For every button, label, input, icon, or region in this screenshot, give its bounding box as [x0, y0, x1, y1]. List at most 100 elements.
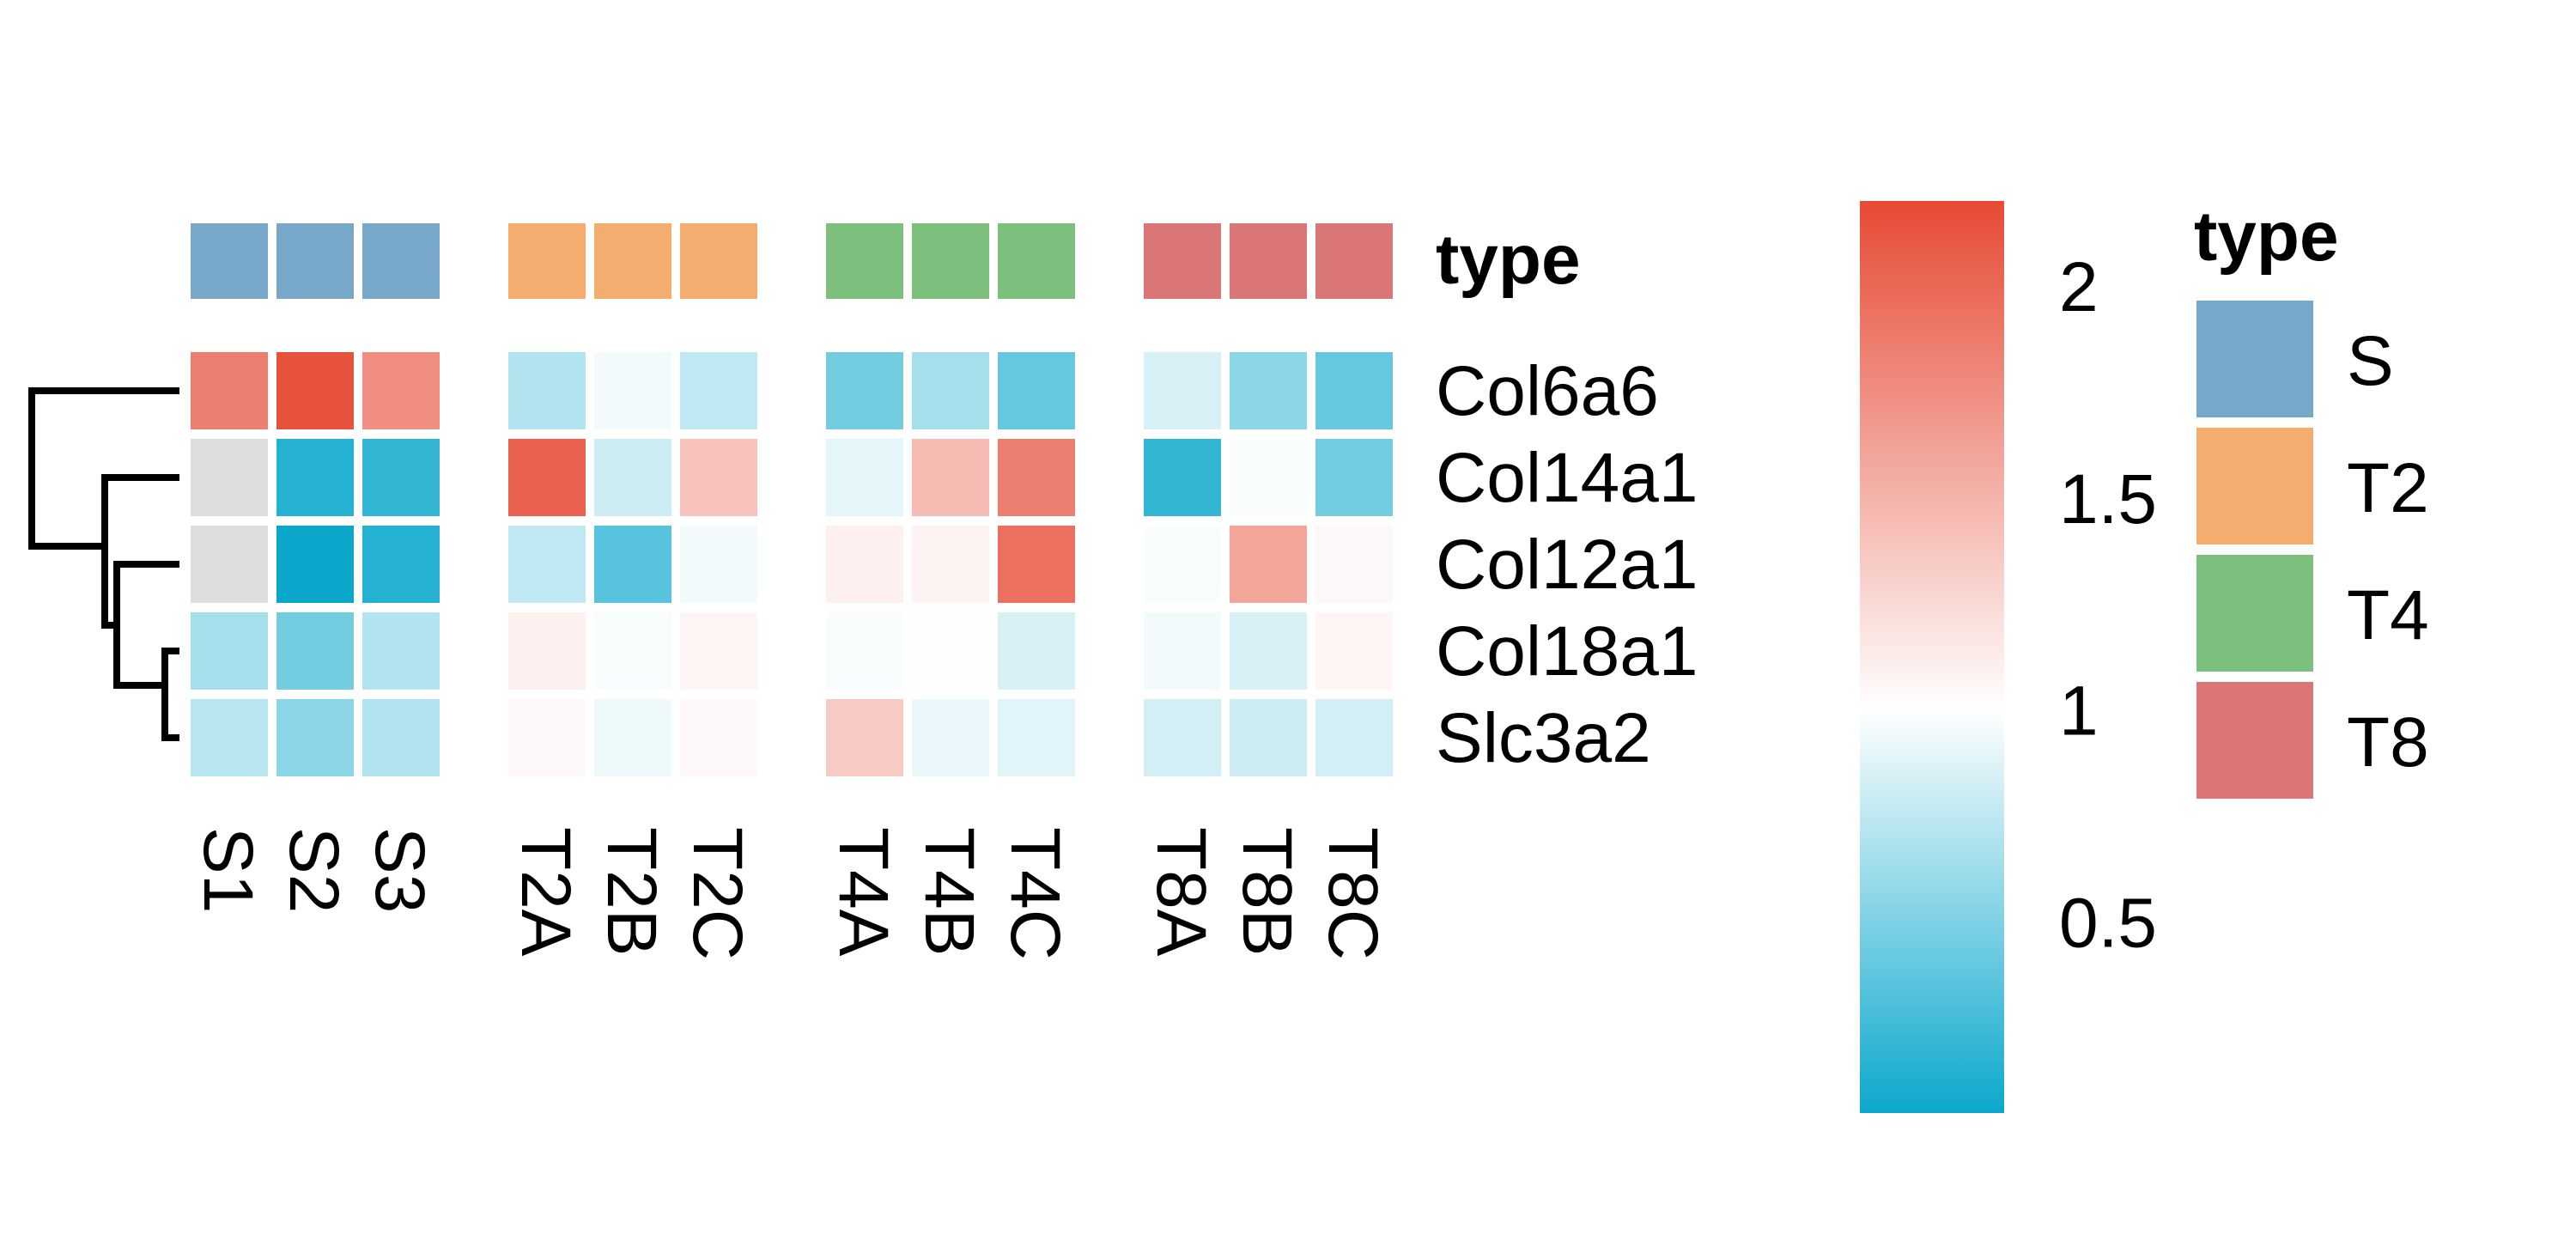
legend-label-t4: T4 [2347, 576, 2429, 654]
cell-col6a6-s2 [276, 352, 354, 429]
cell-col6a6-t2a [508, 352, 586, 429]
legend-swatch-t4 [2196, 555, 2313, 672]
row-label-slc3a2: Slc3a2 [1436, 699, 1651, 777]
cell-col18a1-t2a [508, 612, 586, 690]
row-label-col18a1: Col18a1 [1436, 612, 1698, 690]
annotation-cell-t4c [998, 223, 1075, 299]
cell-col14a1-t4a [826, 439, 903, 516]
column-annotation-bar [191, 223, 1393, 299]
cell-col18a1-t4c [998, 612, 1075, 690]
row-label-col12a1: Col12a1 [1436, 526, 1698, 604]
row-label-col14a1: Col14a1 [1436, 439, 1698, 517]
col-label-t4c: T4C [996, 827, 1074, 960]
cell-col6a6-s1 [191, 352, 268, 429]
cell-col14a1-t8b [1230, 439, 1307, 516]
annotation-cell-t8a [1144, 223, 1221, 299]
cell-col18a1-s2 [276, 612, 354, 690]
col-label-t8a: T8A [1142, 827, 1220, 957]
type-legend: S T2 T4 T8 [2196, 301, 2429, 799]
cell-col14a1-t4c [998, 439, 1075, 516]
col-label-t8b: T8B [1228, 827, 1306, 956]
cell-slc3a2-t2b [594, 699, 671, 776]
annotation-cell-t2c [680, 223, 757, 299]
cell-col14a1-t4b [912, 439, 989, 516]
cell-col12a1-t8b [1230, 526, 1307, 603]
annotation-cell-t2b [594, 223, 671, 299]
cell-col12a1-t2a [508, 526, 586, 603]
cell-col18a1-s3 [362, 612, 440, 690]
cell-slc3a2-s3 [362, 699, 440, 776]
col-label-t8c: T8C [1314, 827, 1392, 960]
cell-slc3a2-t8c [1315, 699, 1393, 776]
cell-col6a6-t2c [680, 352, 757, 429]
annotation-cell-t4b [912, 223, 989, 299]
legend-label-t2: T2 [2347, 449, 2429, 527]
colorbar-tick-1-5: 1.5 [2059, 460, 2157, 538]
cell-slc3a2-t2c [680, 699, 757, 776]
legend-label-s: S [2347, 322, 2394, 400]
cell-slc3a2-s2 [276, 699, 354, 776]
cell-col18a1-t4a [826, 612, 903, 690]
cell-col6a6-t4b [912, 352, 989, 429]
annotation-cell-s1 [191, 223, 268, 299]
cell-col12a1-t2b [594, 526, 671, 603]
col-label-t4a: T4A [824, 827, 902, 957]
cell-col12a1-t4c [998, 526, 1075, 603]
cell-col18a1-t8c [1315, 612, 1393, 690]
cell-col18a1-t8a [1144, 612, 1221, 690]
cell-col14a1-s2 [276, 439, 354, 516]
cell-slc3a2-t2a [508, 699, 586, 776]
annotation-title: type [1436, 221, 1581, 299]
cell-col14a1-t8c [1315, 439, 1393, 516]
cell-col6a6-t2b [594, 352, 671, 429]
col-label-t2a: T2A [507, 827, 585, 957]
annotation-cell-t8b [1230, 223, 1307, 299]
heatmap-cells [191, 352, 1393, 776]
col-label-t4b: T4B [910, 827, 988, 956]
col-label-s2: S2 [275, 827, 353, 913]
cell-col14a1-t8a [1144, 439, 1221, 516]
col-label-t2b: T2B [592, 827, 671, 956]
cell-col6a6-t4a [826, 352, 903, 429]
cell-col18a1-s1 [191, 612, 268, 690]
legend-title: type [2194, 198, 2339, 276]
cell-slc3a2-t8a [1144, 699, 1221, 776]
row-label-col6a6: Col6a6 [1436, 352, 1659, 430]
cell-col12a1-t8a [1144, 526, 1221, 603]
cell-col6a6-t8c [1315, 352, 1393, 429]
cell-col18a1-t8b [1230, 612, 1307, 690]
cell-col14a1-t2a [508, 439, 586, 516]
cell-col12a1-t4a [826, 526, 903, 603]
col-label-t2c: T2C [678, 827, 756, 960]
colorbar-tick-labels: 0.5 1 1.5 2 [2059, 248, 2157, 963]
row-dendrogram [28, 387, 179, 741]
row-labels: Col6a6 Col14a1 Col12a1 Col18a1 Slc3a2 [1436, 352, 1698, 777]
cell-slc3a2-t4b [912, 699, 989, 776]
colorbar-tick-1: 1 [2059, 672, 2099, 751]
cell-col12a1-t4b [912, 526, 989, 603]
cell-col18a1-t4b [912, 612, 989, 690]
annotation-cell-t4a [826, 223, 903, 299]
cell-slc3a2-t4a [826, 699, 903, 776]
cell-col6a6-t4c [998, 352, 1075, 429]
cell-slc3a2-t8b [1230, 699, 1307, 776]
cell-col18a1-t2b [594, 612, 671, 690]
cell-col18a1-t2c [680, 612, 757, 690]
column-labels: S1 S2 S3 T2A T2B T2C T4A T4B T4C T8A T8B T8C [189, 827, 1392, 960]
cell-col14a1-s1 [191, 439, 268, 516]
cell-col12a1-t2c [680, 526, 757, 603]
cell-slc3a2-t4c [998, 699, 1075, 776]
colorbar [1860, 201, 2004, 1113]
cell-col12a1-t8c [1315, 526, 1393, 603]
cell-slc3a2-s1 [191, 699, 268, 776]
cell-col12a1-s3 [362, 526, 440, 603]
cell-col6a6-t8b [1230, 352, 1307, 429]
annotation-cell-s3 [362, 223, 440, 299]
annotation-cell-t8c [1315, 223, 1393, 299]
legend-swatch-t2 [2196, 428, 2313, 544]
cell-col12a1-s1 [191, 526, 268, 603]
colorbar-tick-2: 2 [2059, 248, 2099, 326]
cell-col6a6-t8a [1144, 352, 1221, 429]
cell-col6a6-s3 [362, 352, 440, 429]
